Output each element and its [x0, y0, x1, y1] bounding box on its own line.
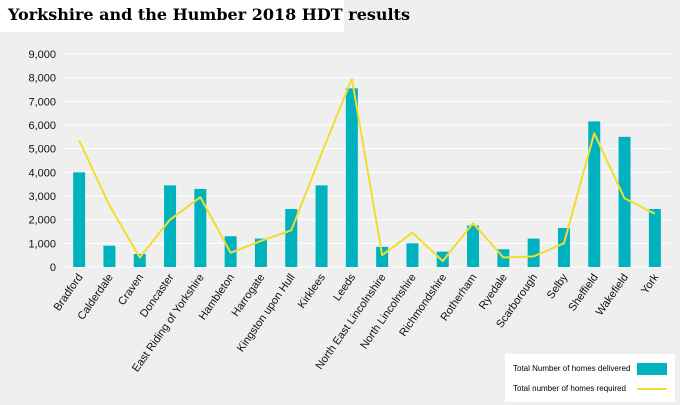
legend-swatch-bar	[637, 363, 667, 375]
x-tick-label: North Lincolnshire	[358, 272, 419, 352]
legend-label-delivered: Total Number of homes delivered	[513, 364, 631, 373]
bar	[467, 225, 480, 267]
bar	[618, 136, 631, 267]
bar-series	[73, 88, 661, 267]
chart-title: Yorkshire and the Humber 2018 HDT result…	[8, 5, 410, 24]
x-tick-label: Kirklees	[296, 271, 329, 310]
y-tick-label: 9,000	[28, 49, 56, 61]
y-tick-label: 0	[50, 262, 56, 274]
y-tick-label: 1,000	[28, 238, 56, 250]
bar	[345, 88, 358, 267]
bar	[133, 253, 146, 267]
x-tick-label: York	[639, 271, 662, 296]
y-tick-label: 7,000	[28, 96, 56, 108]
bar	[527, 238, 540, 267]
y-tick-label: 6,000	[28, 120, 56, 132]
x-tick-label: Ryedale	[477, 272, 510, 312]
legend-item-required: Total number of homes required	[505, 379, 675, 399]
x-tick-label: Selby	[545, 271, 571, 301]
x-tick-label: Kingston upon Hull	[235, 272, 298, 355]
x-tick-label: Craven	[116, 272, 146, 308]
bar	[73, 172, 86, 267]
legend-swatch-line	[637, 388, 667, 390]
y-tick-label: 2,000	[28, 215, 56, 227]
y-tick-label: 3,000	[28, 191, 56, 203]
bar	[406, 243, 419, 267]
bar	[588, 121, 601, 267]
bar	[648, 209, 661, 267]
legend-item-delivered: Total Number of homes delivered	[505, 359, 675, 379]
y-tick-label: 8,000	[28, 73, 56, 85]
bar	[103, 245, 116, 267]
legend-label-required: Total number of homes required	[513, 384, 626, 393]
bar	[557, 227, 570, 267]
gridlines	[64, 53, 670, 268]
bar	[194, 188, 207, 267]
bar	[315, 185, 328, 267]
bar	[164, 185, 177, 267]
y-tick-label: 4,000	[28, 167, 56, 179]
y-axis: 0 1,000 2,000 3,000 4,000 5,000 6,000 7,000 8,00…	[28, 49, 56, 274]
title-bar: Yorkshire and the Humber 2018 HDT result…	[0, 0, 410, 32]
bar	[254, 238, 267, 267]
legend: Total Number of homes delivered Total nu…	[505, 354, 675, 402]
y-tick-label: 5,000	[28, 144, 56, 156]
bar	[436, 251, 449, 267]
required-line	[78, 77, 656, 263]
x-tick-label: Leeds	[331, 271, 358, 303]
line-series	[78, 77, 656, 263]
